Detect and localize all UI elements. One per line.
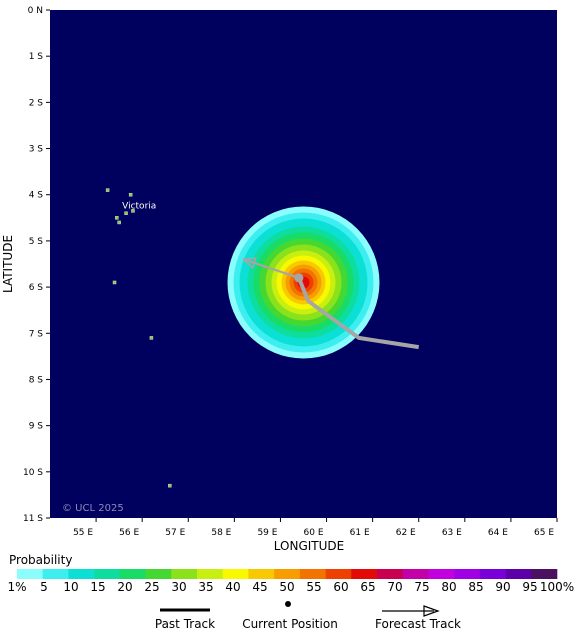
legend-title: Probability bbox=[9, 553, 72, 567]
legend-label: 1% bbox=[7, 580, 26, 594]
latitude-tick-label: 10 S bbox=[23, 468, 43, 478]
longitude-tick-label: 55 E bbox=[73, 528, 93, 538]
legend-swatch bbox=[119, 569, 146, 579]
legend-swatch bbox=[299, 569, 326, 579]
legend-swatch bbox=[428, 569, 455, 579]
legend-label: 30 bbox=[171, 580, 186, 594]
legend-label: 85 bbox=[468, 580, 483, 594]
forecast-track-line bbox=[243, 258, 300, 279]
forecast-track-legend-arrow-icon bbox=[423, 605, 440, 617]
islands bbox=[105, 188, 172, 488]
longitude-tick-label: 59 E bbox=[257, 528, 277, 538]
latitude-tick-label: 2 S bbox=[29, 98, 44, 108]
current-position-marker bbox=[294, 273, 304, 283]
legend-label: 70 bbox=[387, 580, 402, 594]
island-marker bbox=[117, 220, 121, 225]
island-marker bbox=[124, 211, 128, 215]
legend-label: 65 bbox=[360, 580, 375, 594]
legend-swatch bbox=[222, 569, 249, 579]
legend-swatch bbox=[94, 569, 121, 579]
longitude-tick-label: 56 E bbox=[119, 528, 139, 538]
legend-swatch bbox=[171, 569, 198, 579]
latitude-tick-label: 1 S bbox=[29, 52, 44, 62]
map-plot-area: Victoria © UCL 2025 bbox=[50, 10, 557, 518]
legend-swatch bbox=[402, 569, 429, 579]
legend-label: 5 bbox=[40, 580, 48, 594]
track-legend: Past Track Current Position Forecast Tra… bbox=[155, 601, 461, 631]
legend-labels: 1% 5 10 15 20 25 30 35 40 45 50 55 60 65 70 75 80 85 90 95 1… bbox=[7, 580, 574, 594]
place-label-victoria: Victoria bbox=[122, 201, 156, 211]
latitude-tick-label: 8 S bbox=[29, 375, 44, 385]
legend-label: 20 bbox=[117, 580, 132, 594]
legend-swatch bbox=[377, 569, 404, 579]
legend-swatch bbox=[17, 569, 44, 579]
latitude-tick-label: 11 S bbox=[23, 514, 43, 524]
legend-swatch bbox=[454, 569, 481, 579]
longitude-tick-label: 60 E bbox=[304, 528, 324, 538]
legend-label: 90 bbox=[495, 580, 510, 594]
legend-label: 10 bbox=[63, 580, 78, 594]
longitude-axis: 55 E 56 E 57 E 58 E 59 E 60 E 61 E 62 E 63 E 64 E… bbox=[73, 518, 558, 538]
latitude-tick-label: 9 S bbox=[29, 422, 44, 432]
legend-label: 15 bbox=[90, 580, 105, 594]
island-marker bbox=[131, 209, 135, 213]
legend-swatch bbox=[479, 569, 506, 579]
legend-swatch bbox=[505, 569, 532, 579]
island-marker bbox=[149, 336, 154, 340]
longitude-axis-title: LONGITUDE bbox=[274, 539, 344, 553]
legend-label: 80 bbox=[441, 580, 456, 594]
legend-swatch bbox=[351, 569, 378, 579]
island-marker bbox=[128, 192, 133, 197]
island-marker bbox=[168, 483, 172, 488]
forecast-track-legend-label: Forecast Track bbox=[375, 617, 461, 631]
longitude-tick-label: 62 E bbox=[396, 528, 416, 538]
latitude-tick-label: 0 N bbox=[28, 6, 43, 16]
latitude-tick-label: 5 S bbox=[29, 237, 44, 247]
legend-label: 45 bbox=[252, 580, 267, 594]
past-track-legend-label: Past Track bbox=[155, 617, 215, 631]
longitude-tick-label: 57 E bbox=[165, 528, 185, 538]
legend-label: 60 bbox=[333, 580, 348, 594]
legend-swatch bbox=[325, 569, 352, 579]
probability-legend: Probability 1% 5 10 15 20 25 30 35 40 45 50 55 60 65 7… bbox=[7, 553, 574, 594]
legend-color-bar bbox=[17, 569, 558, 579]
current-position-legend-dot bbox=[285, 601, 291, 607]
legend-swatch bbox=[42, 569, 69, 579]
legend-swatch bbox=[145, 569, 172, 579]
strike-probability-field bbox=[227, 206, 380, 359]
latitude-tick-label: 3 S bbox=[29, 145, 44, 155]
legend-label: 25 bbox=[144, 580, 159, 594]
island-marker bbox=[112, 280, 117, 285]
legend-swatch bbox=[248, 569, 275, 579]
longitude-tick-label: 64 E bbox=[488, 528, 508, 538]
longitude-tick-label: 65 E bbox=[534, 528, 554, 538]
island-marker bbox=[105, 188, 110, 192]
legend-swatch bbox=[197, 569, 224, 579]
copyright-label: © UCL 2025 bbox=[62, 503, 124, 514]
latitude-tick-label: 6 S bbox=[29, 283, 44, 293]
forecast-track-arrow-icon bbox=[241, 257, 257, 270]
latitude-tick-label: 7 S bbox=[29, 329, 44, 339]
latitude-tick-label: 4 S bbox=[29, 191, 44, 201]
latitude-axis: 0 N 1 S 2 S 3 S 4 S 5 S 6 S 7 S 8 S 9 S 10 S 11 S bbox=[23, 6, 50, 524]
longitude-tick-label: 58 E bbox=[211, 528, 231, 538]
legend-label: 55 bbox=[306, 580, 321, 594]
legend-label: 95 bbox=[522, 580, 537, 594]
island-marker bbox=[115, 216, 119, 220]
legend-label: 35 bbox=[198, 580, 213, 594]
legend-swatch bbox=[274, 569, 301, 579]
past-track-line bbox=[297, 277, 420, 350]
current-position-legend-label: Current Position bbox=[242, 617, 338, 631]
legend-swatch bbox=[531, 569, 558, 579]
legend-label: 40 bbox=[225, 580, 240, 594]
longitude-tick-label: 63 E bbox=[442, 528, 462, 538]
legend-label: 100% bbox=[540, 580, 574, 594]
legend-label: 50 bbox=[279, 580, 294, 594]
legend-label: 75 bbox=[414, 580, 429, 594]
legend-swatch bbox=[68, 569, 95, 579]
longitude-tick-label: 61 E bbox=[350, 528, 370, 538]
latitude-axis-title: LATITUDE bbox=[1, 235, 15, 293]
